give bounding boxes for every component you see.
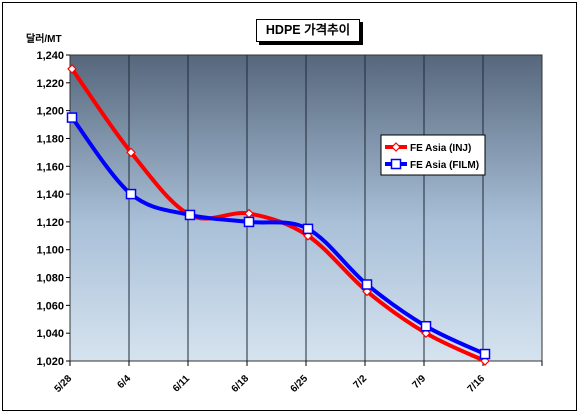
data-point-film [479, 348, 491, 360]
y-tick-label: 1,100 [36, 245, 64, 257]
x-tick-label: 6/18 [230, 373, 252, 395]
y-tick-label: 1,020 [36, 356, 64, 368]
data-point-film [125, 188, 137, 200]
y-tick-label: 1,120 [36, 217, 64, 229]
data-point-film [420, 320, 432, 332]
gridlines [128, 55, 484, 361]
data-point-film [243, 216, 255, 228]
x-tick-label: 6/4 [116, 373, 134, 391]
y-tick-label: 1,080 [36, 273, 64, 285]
y-tick-label: 1,220 [36, 78, 64, 90]
x-tick-label: 7/9 [411, 373, 429, 391]
series [66, 64, 491, 366]
data-point-inj [67, 64, 77, 74]
x-tick-label: 6/11 [171, 373, 192, 394]
legend: FE Asia (INJ) FE Asia (FILM) [380, 134, 486, 176]
data-point-film [66, 112, 78, 123]
y-tick-label: 1,060 [36, 300, 64, 312]
data-point-inj [126, 147, 136, 158]
x-tick-label: 7/16 [466, 373, 488, 395]
x-tick-label: 6/25 [289, 373, 311, 395]
chart-title: HDPE 가격추이 [256, 19, 360, 42]
y-tick-label: 1,200 [36, 106, 64, 118]
y-tick-label: 1,040 [36, 328, 64, 340]
axes: 1,020 1,040 1,060 1,080 1,100 1,120 1,140 1,160… [36, 50, 543, 395]
data-point-film [302, 223, 314, 235]
y-tick-label: 1,180 [36, 133, 64, 145]
legend-label-inj: FE Asia (INJ) [410, 143, 471, 154]
legend-marker-film [390, 158, 402, 170]
legend-label-film: FE Asia (FILM) [410, 160, 479, 171]
y-tick-label: 1,160 [36, 161, 64, 173]
y-axis-unit-label: 달러/MT [26, 34, 62, 45]
data-point-film [361, 279, 373, 290]
legend-marker-inj [391, 142, 401, 152]
data-point-film [184, 209, 196, 221]
y-tick-label: 1,240 [36, 50, 64, 62]
x-tick-label: 7/2 [352, 373, 370, 391]
y-tick-label: 1,140 [36, 189, 64, 201]
x-tick-label: 5/28 [53, 373, 75, 395]
